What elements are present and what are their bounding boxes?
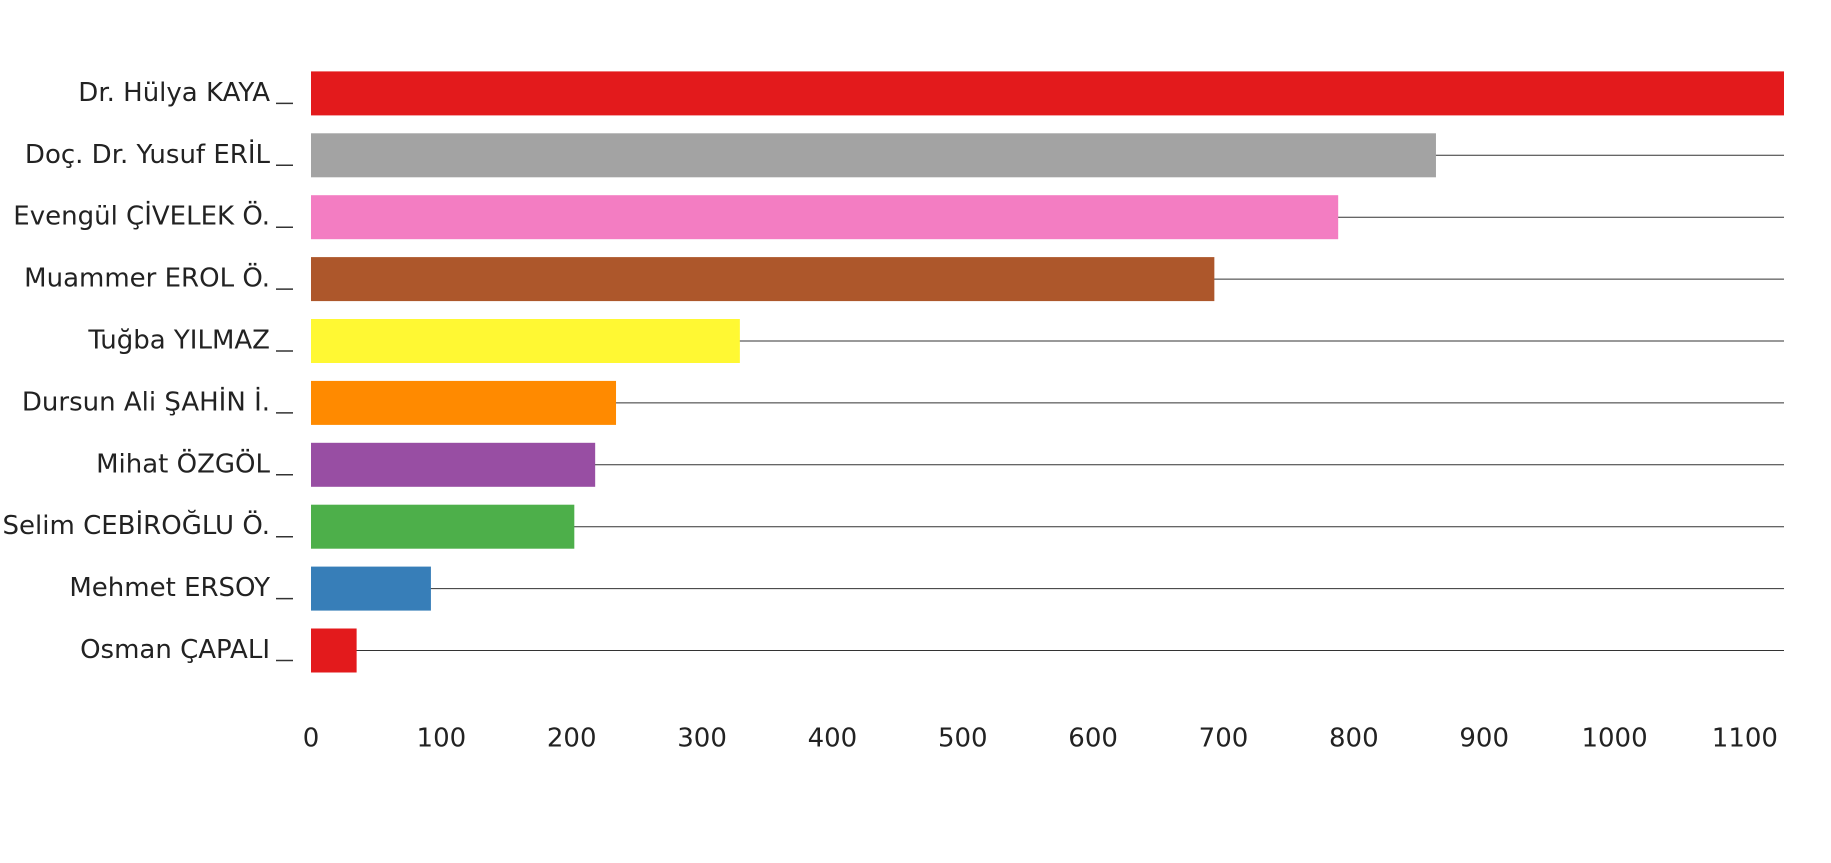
bar [311,71,1784,116]
bar [311,442,596,487]
x-tick-label: 300 [677,724,727,754]
x-tick-label: 900 [1459,724,1509,754]
x-tick-label: 1000 [1581,724,1647,754]
bar [311,566,431,611]
bar [311,195,1339,240]
y-tick-label: Selim CEBİROĞLU Ö. [3,509,270,541]
bar [311,133,1436,178]
x-tick-label: 800 [1329,724,1379,754]
y-tick-label: Mehmet ERSOY [69,573,270,603]
x-tick-label: 1100 [1712,724,1778,754]
x-tick-label: 200 [547,724,597,754]
y-tick-label: Tuğba YILMAZ [87,326,270,356]
bar [311,319,740,363]
x-tick-label: 100 [417,724,467,754]
bar [311,380,617,425]
y-tick-label: Doç. Dr. Yusuf ERİL [25,138,271,170]
x-tick-label: 600 [1068,724,1118,754]
y-tick-label: Osman ÇAPALI [80,635,270,665]
x-tick-label: 0 [303,724,320,754]
bar [311,504,575,549]
x-tick-label: 400 [808,724,858,754]
y-tick-label: Muammer EROL Ö. [24,262,270,294]
y-tick-label: Mihat ÖZGÖL [96,447,270,479]
y-tick-label: Evengül ÇİVELEK Ö. [13,200,270,232]
y-tick-label: Dursun Ali ŞAHİN İ. [22,385,270,417]
x-tick-label: 700 [1199,724,1249,754]
x-tick-label: 500 [938,724,988,754]
bar [311,628,357,673]
y-tick-label: Dr. Hülya KAYA [78,78,270,108]
bar [311,257,1215,302]
